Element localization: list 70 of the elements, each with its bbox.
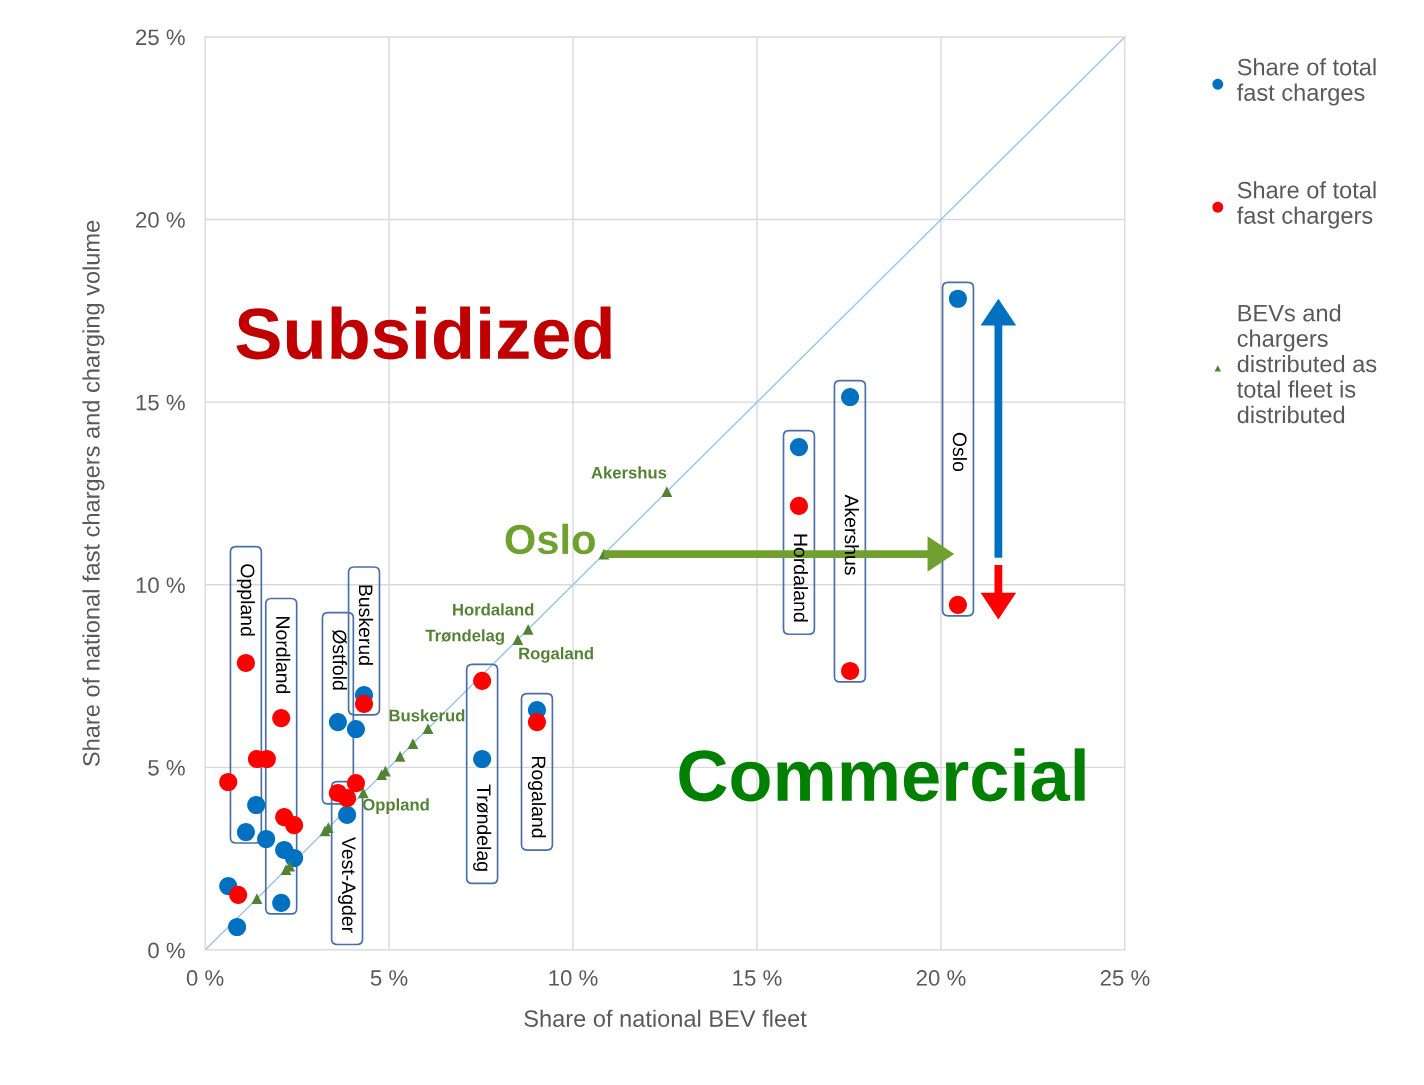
annotation: Nordland: [276, 617, 291, 694]
point: [394, 751, 406, 762]
point: [236, 822, 255, 842]
annotation: Akershus: [844, 494, 859, 575]
point: [473, 749, 492, 769]
x-tick-label: 15 %: [733, 970, 782, 986]
y-tick-label: 15 %: [136, 394, 185, 411]
x-tick-label: 25 %: [1100, 970, 1150, 986]
point: [328, 713, 347, 732]
y-tick-label: 25 %: [136, 29, 185, 46]
point: [789, 438, 808, 457]
y-tick-label: 0 %: [148, 942, 185, 959]
point: [272, 709, 291, 728]
point: [346, 719, 365, 739]
x-tick-label: 20 %: [916, 970, 966, 986]
point: [346, 774, 365, 793]
point: [338, 805, 357, 824]
point: [422, 723, 434, 735]
point: [841, 661, 860, 681]
x-tick-label: 0 %: [186, 970, 224, 986]
annotation: Commercial: [679, 748, 1085, 802]
point: [948, 595, 967, 614]
annotation: Oslo: [952, 432, 968, 472]
point: [257, 829, 276, 849]
annotation: Oslo: [505, 523, 595, 555]
point: [229, 885, 248, 904]
legend-label: Share of total fast chargers: [1237, 181, 1376, 229]
x-axis-title: Share of national BEV fleet: [524, 1009, 807, 1027]
annotation: Hordaland: [793, 534, 809, 622]
point: [251, 893, 263, 904]
point: [527, 713, 547, 732]
point: [338, 789, 357, 808]
annotation: Buskerud: [358, 585, 374, 665]
point: [473, 671, 492, 690]
annotation: Trøndelag: [425, 629, 504, 645]
y-tick-label: 20 %: [136, 212, 185, 228]
annotation: Rogaland: [527, 756, 547, 838]
point: [354, 694, 374, 713]
legend-label: Share of total fast charges: [1237, 58, 1376, 106]
annotation: Subsidized: [236, 306, 611, 360]
legend-label: BEVs and chargers distributed as total fleet is distributed: [1237, 304, 1377, 424]
point: [661, 486, 673, 498]
point: [247, 795, 266, 815]
point: [407, 738, 419, 750]
point: [512, 634, 524, 645]
point: [522, 623, 534, 635]
annotation: Oppland: [236, 564, 255, 636]
x-tick-label: 5 %: [370, 970, 408, 986]
annotation: Oppland: [362, 798, 429, 814]
annotation: Trøndelag: [473, 784, 492, 871]
y-axis-title: Share of national fast chargers and charging volume: [82, 220, 105, 767]
point: [357, 787, 369, 799]
point: [285, 816, 304, 835]
point: [219, 772, 238, 792]
annotation: Vest-Agder: [338, 837, 357, 933]
annotation: Akershus: [591, 466, 667, 479]
annotation: Østfold: [332, 629, 347, 690]
point: [841, 387, 860, 407]
annotation: Hordaland: [453, 603, 534, 616]
x-tick-label: 10 %: [549, 970, 598, 986]
annotation: Rogaland: [519, 647, 593, 663]
point: [228, 917, 247, 937]
point: [285, 848, 304, 868]
y-tick-label: 5 %: [148, 760, 185, 776]
point: [272, 893, 291, 912]
y-tick-label: 10 %: [136, 577, 185, 594]
point: [789, 496, 808, 515]
point: [236, 653, 255, 672]
point: [948, 289, 967, 308]
annotation: Buskerud: [389, 709, 465, 722]
